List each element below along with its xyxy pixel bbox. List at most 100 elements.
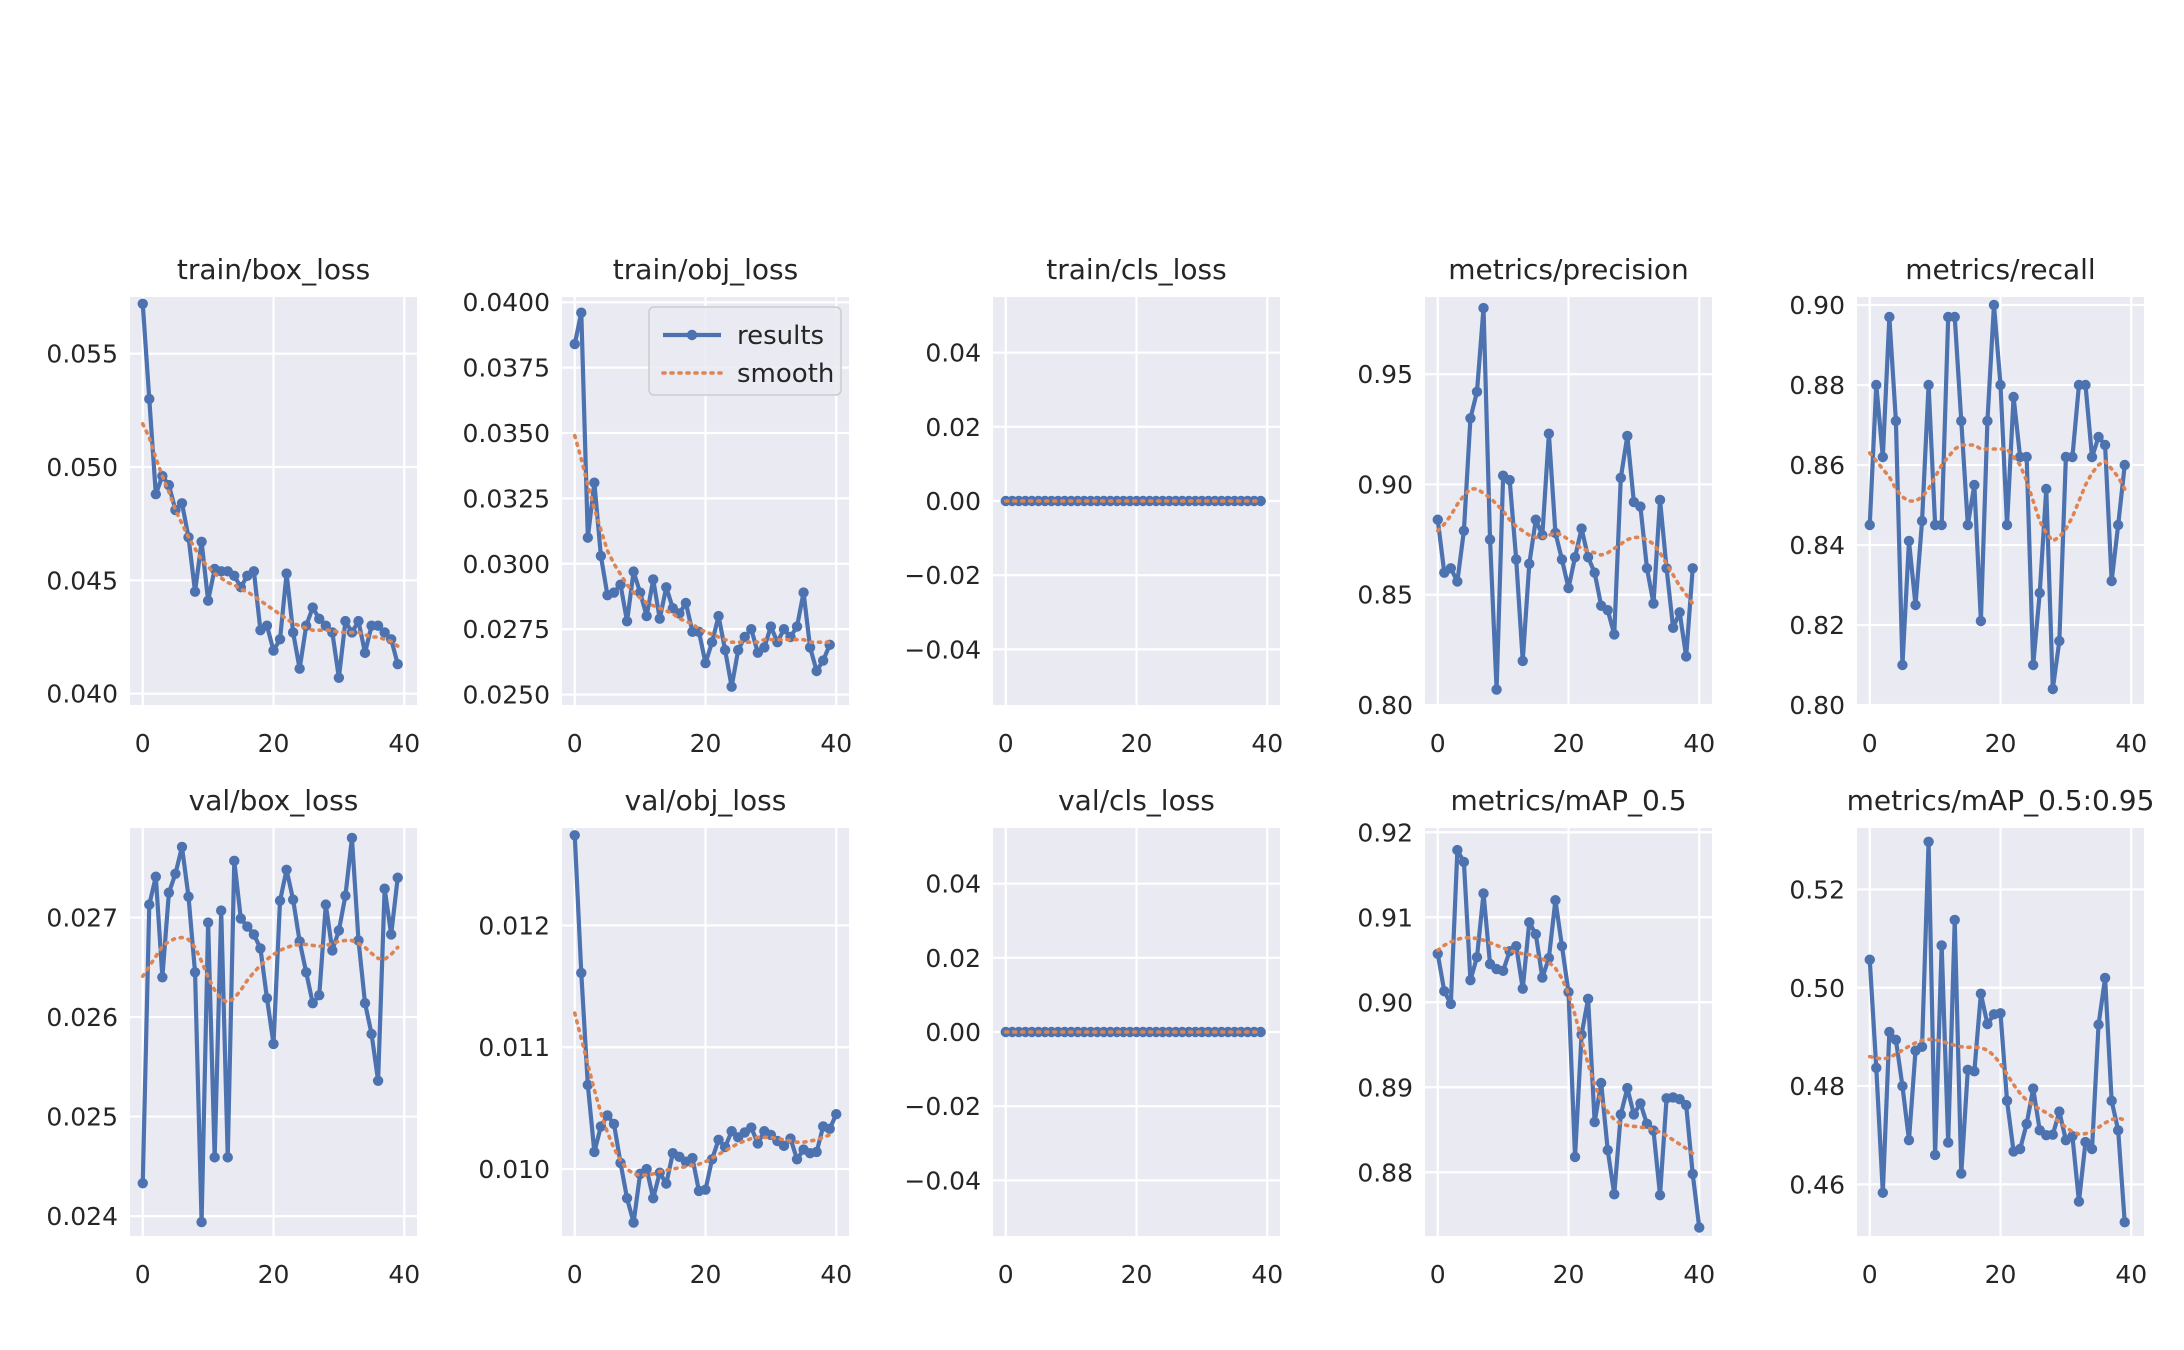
smooth-line [1435,935,1695,1156]
results-point [157,972,168,983]
legend-results-label: results [737,321,824,351]
x-tick-label: 40 [388,729,420,758]
results-point [719,644,731,656]
results-point [791,621,803,632]
results-point [320,899,332,910]
results-point [2041,483,2052,495]
panel: metrics/mAP_0.5 0 20 40 0.88 0.89 0.90 0.91 0.92 [1357,784,1715,1289]
results-point [1471,386,1483,398]
results-point [804,642,816,653]
y-tick-label: 0.48 [1789,1072,1845,1101]
results-point [831,1109,842,1120]
results-point [1452,576,1463,587]
y-tick-label: −0.04 [904,1166,981,1195]
results-line [1435,305,1695,692]
results-point [1497,965,1509,976]
y-tick-label: 0.0275 [463,615,550,644]
results-point [595,550,607,562]
y-tick-label: 0.024 [46,1202,118,1231]
x-tick-label: 40 [2115,1260,2147,1289]
results-point [340,615,351,627]
results-point [176,841,188,853]
y-tick-label: 0.82 [1789,611,1845,640]
results-point [1969,479,1980,491]
y-tick-label: 0.0250 [463,681,550,710]
y-tick-label: 0.90 [1789,291,1845,320]
results-point [1445,563,1457,574]
results-point [144,393,155,405]
results-point [261,992,273,1004]
results-point [2106,575,2117,587]
panel: train/cls_loss 0 20 40 −0.04 −0.02 0.00 0.02 0.0… [904,253,1283,758]
legend: results smooth [648,306,842,396]
results-point [726,1126,737,1137]
results-point [2027,1083,2039,1094]
x-tick-label: 20 [1553,1260,1585,1289]
results-point [170,868,181,879]
results-point [314,989,325,1001]
results-point [359,997,371,1009]
results-point [661,582,672,593]
results-point [1654,1190,1666,1201]
results-point [647,1193,659,1204]
y-tick-label: 0.02 [925,944,981,973]
y-tick-label: 0.0350 [463,419,550,448]
results-point [1635,1098,1646,1109]
results-point [1491,684,1502,695]
results-point [1916,1041,1928,1052]
results-point [274,895,286,906]
results-point [641,610,652,622]
x-tick-label: 0 [998,729,1014,758]
y-tick-label: −0.02 [904,561,981,590]
results-point [1667,622,1679,634]
results-point [1949,311,1960,323]
panel-title: train/box_loss [177,253,370,286]
results-point [1884,1026,1895,1038]
y-tick-label: 0.025 [46,1103,118,1132]
results-point [1255,1026,1266,1038]
results-point [163,887,175,898]
y-tick-label: 0.52 [1789,875,1845,904]
results-point [1936,940,1947,951]
panel-title: val/obj_loss [625,784,787,817]
results-point [372,620,384,631]
results-point [1956,415,1967,427]
results-point [1589,1116,1600,1128]
results-point [1680,1099,1692,1111]
results-point [1569,552,1581,563]
results-point [183,891,194,902]
results-point [209,1152,220,1163]
results-point [1589,567,1600,578]
results-point [2021,451,2032,463]
results-point [1962,519,1974,531]
x-tick-label: 40 [820,1260,852,1289]
y-tick-label: 0.0325 [463,484,550,513]
x-tick-label: 0 [1430,1260,1446,1289]
results-point [1687,563,1698,574]
results-point [1530,514,1542,525]
results-point [589,477,600,488]
results-point [1504,474,1515,486]
panel: train/obj_loss 0 20 40 0.0250 0.0275 0.0300 0.0… [463,253,853,758]
y-tick-label: 0.95 [1357,360,1413,389]
smooth-line [1867,1037,2127,1137]
results-point [1563,582,1574,594]
results-point [281,864,292,875]
y-tick-label: 0.46 [1789,1170,1845,1199]
results-point [1524,558,1535,570]
results-point [1458,856,1470,868]
results-point [385,929,397,940]
results-point [576,967,587,979]
y-tick-label: 0.88 [1357,1158,1413,1187]
results-point [1432,948,1443,959]
results-point [778,623,790,635]
x-tick-label: 20 [258,1260,290,1289]
y-tick-label: 0.0400 [463,288,550,317]
results-point [1537,972,1548,983]
results-point [687,1152,698,1164]
results-point [287,894,299,905]
results-point [1975,988,1987,999]
results-point [1556,554,1568,565]
results-point [713,1134,724,1145]
